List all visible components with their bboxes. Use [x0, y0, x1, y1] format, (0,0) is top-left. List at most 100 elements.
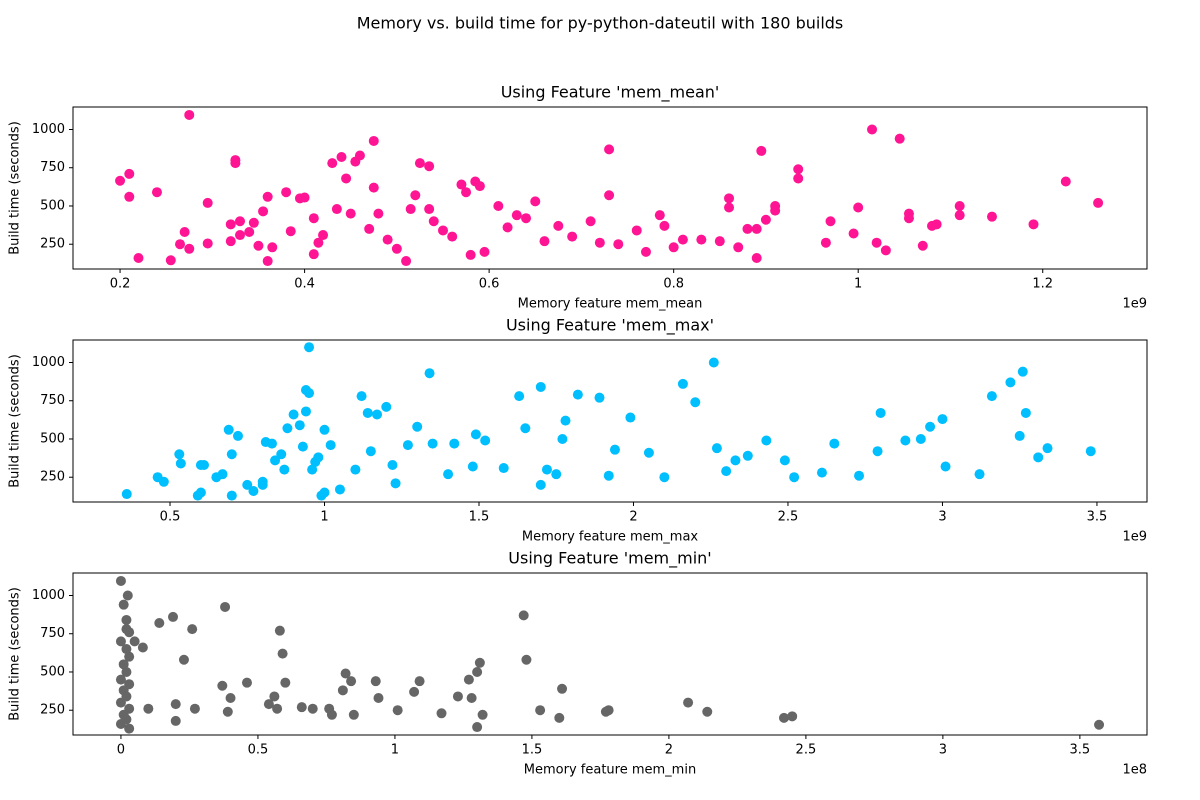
point — [1042, 443, 1053, 454]
point — [708, 357, 719, 368]
point — [373, 208, 384, 219]
point — [195, 487, 206, 498]
x-tick-label: 2.5 — [778, 510, 799, 525]
point — [300, 406, 311, 417]
point — [535, 705, 546, 716]
point — [285, 226, 296, 237]
point — [241, 677, 252, 688]
point — [143, 703, 154, 714]
plot-area — [115, 109, 1104, 267]
point — [165, 255, 176, 266]
x-tick-label: 0.5 — [160, 510, 181, 525]
point — [402, 440, 413, 451]
x-tick-label: 0.4 — [294, 277, 315, 292]
x-tick-label: 0.5 — [248, 743, 269, 758]
point — [521, 213, 532, 224]
point — [470, 429, 481, 440]
point — [724, 193, 735, 204]
point — [356, 391, 367, 402]
point — [511, 210, 522, 221]
point — [313, 452, 324, 463]
x-tick-label: 1.2 — [1032, 277, 1053, 292]
point — [751, 223, 762, 234]
point — [370, 676, 381, 687]
y-axis-label: Build time (seconds) — [8, 354, 23, 488]
point — [362, 407, 373, 418]
point — [940, 461, 951, 472]
point — [894, 133, 905, 144]
point — [472, 722, 483, 733]
point — [751, 252, 762, 263]
point — [659, 220, 670, 231]
y-tick-label: 1000 — [32, 355, 65, 370]
point — [609, 444, 620, 455]
point — [225, 219, 236, 230]
point — [427, 438, 438, 449]
point — [551, 469, 562, 480]
point — [277, 648, 288, 659]
point — [121, 614, 132, 625]
point — [122, 590, 133, 601]
point — [875, 407, 886, 418]
point — [325, 440, 336, 451]
point — [121, 489, 132, 500]
point — [115, 697, 126, 708]
point — [270, 455, 281, 466]
point — [217, 680, 228, 691]
point — [449, 438, 460, 449]
point — [474, 181, 485, 192]
point — [235, 216, 246, 227]
point — [346, 676, 357, 687]
point — [1020, 407, 1031, 418]
point — [118, 599, 129, 610]
point — [761, 435, 772, 446]
point — [410, 190, 421, 201]
point — [424, 368, 435, 379]
point — [465, 249, 476, 260]
point — [553, 220, 564, 231]
point — [974, 469, 985, 480]
point — [793, 164, 804, 175]
point — [266, 438, 277, 449]
point — [793, 173, 804, 184]
point — [428, 216, 439, 227]
point — [714, 236, 725, 247]
point — [235, 230, 246, 241]
point — [829, 438, 840, 449]
point — [414, 676, 425, 687]
point — [170, 715, 181, 726]
point — [853, 202, 864, 213]
point — [115, 575, 126, 586]
point — [258, 206, 269, 217]
point — [594, 392, 605, 403]
point — [742, 450, 753, 461]
point — [124, 627, 135, 638]
point — [341, 173, 352, 184]
point — [368, 135, 379, 146]
point — [124, 651, 135, 662]
point — [867, 124, 878, 135]
axes-title: Using Feature 'mem_min' — [508, 549, 711, 569]
point — [318, 230, 329, 241]
point — [683, 697, 694, 708]
point — [281, 187, 292, 198]
point — [436, 708, 447, 719]
point — [217, 469, 228, 480]
point — [604, 190, 615, 201]
point — [925, 421, 936, 432]
point — [816, 467, 827, 478]
x-tick-label: 3.5 — [1087, 510, 1108, 525]
y-tick-label: 1000 — [32, 588, 65, 603]
point — [336, 152, 347, 163]
x-tick-label: 2 — [665, 743, 673, 758]
point — [288, 409, 299, 420]
point — [778, 712, 789, 723]
point — [604, 144, 615, 155]
point — [121, 666, 132, 677]
point — [443, 469, 454, 480]
point — [220, 601, 231, 612]
point — [1005, 377, 1016, 388]
point — [472, 666, 483, 677]
point — [392, 705, 403, 716]
